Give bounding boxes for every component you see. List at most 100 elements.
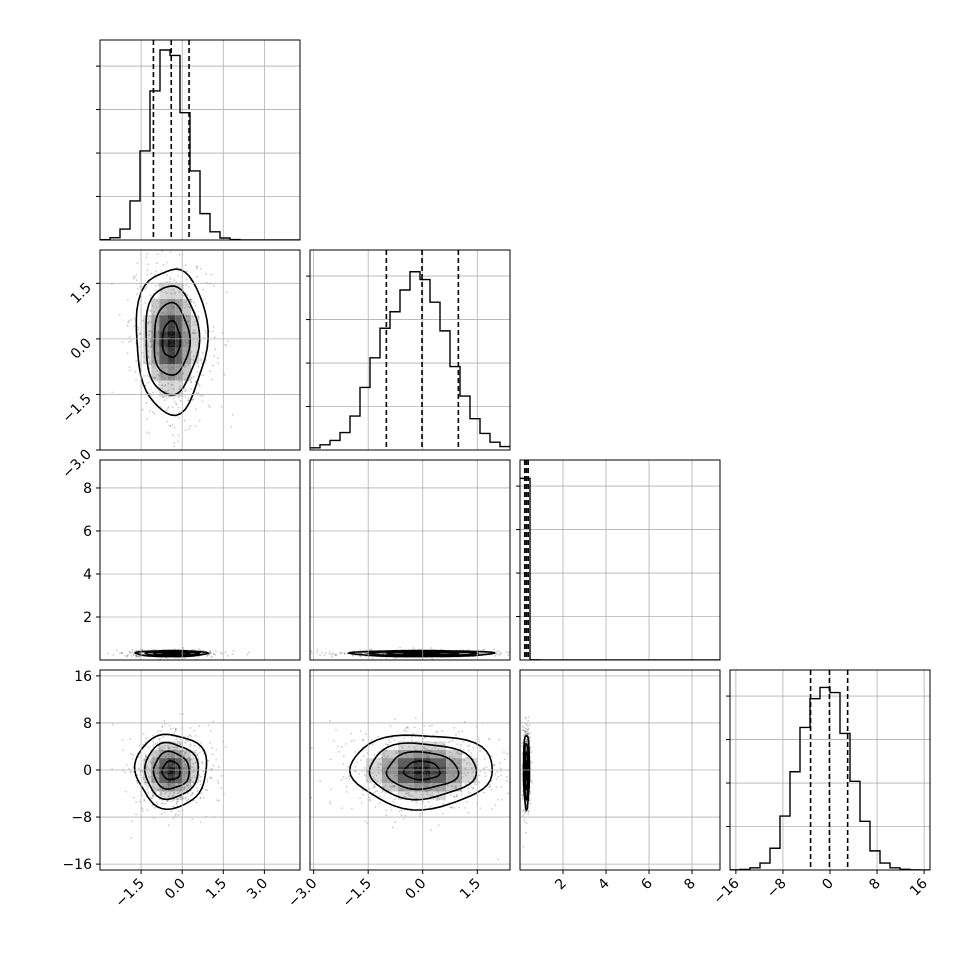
sample-point	[190, 300, 193, 303]
sample-point	[193, 321, 195, 323]
x-tick-label: 8	[866, 876, 884, 894]
sample-point	[167, 770, 170, 773]
sample-point	[401, 762, 404, 765]
sample-point	[127, 321, 130, 324]
sample-point	[167, 361, 170, 364]
sample-point	[198, 746, 201, 749]
density-cell	[381, 749, 398, 759]
sample-point	[167, 358, 170, 361]
sample-point	[433, 766, 436, 769]
sample-point	[176, 274, 179, 277]
sample-point	[145, 766, 148, 769]
sample-point	[405, 782, 408, 785]
sample-point	[187, 285, 190, 288]
sample-point	[154, 787, 157, 790]
sample-point	[409, 765, 412, 768]
contour-line	[368, 742, 478, 801]
sample-point	[406, 756, 409, 758]
sample-point	[336, 745, 339, 748]
sample-point	[354, 765, 357, 768]
sample-point	[178, 752, 181, 754]
sample-point	[167, 746, 170, 749]
sample-point	[171, 339, 174, 342]
sample-point	[329, 800, 331, 803]
sample-point	[339, 652, 342, 655]
sample-point	[175, 774, 178, 777]
sample-point	[413, 797, 416, 800]
sample-point	[168, 724, 171, 727]
sample-point	[485, 766, 488, 769]
sample-point	[184, 339, 186, 341]
sample-point	[457, 806, 460, 809]
sample-point	[163, 770, 166, 773]
sample-point	[155, 751, 157, 754]
density-cell	[159, 380, 168, 397]
sample-point	[170, 366, 173, 368]
sample-point	[199, 775, 202, 778]
sample-point	[172, 766, 175, 769]
sample-point	[424, 736, 426, 739]
sample-point	[189, 743, 192, 746]
sample-point	[158, 745, 160, 748]
sample-point	[192, 375, 195, 378]
sample-point	[460, 790, 462, 793]
sample-point	[384, 779, 387, 782]
sample-point	[169, 323, 172, 326]
sample-point	[398, 750, 401, 753]
sample-point	[171, 765, 174, 768]
sample-point	[138, 655, 141, 658]
sample-point	[189, 298, 192, 301]
sample-point	[419, 764, 422, 767]
sample-point	[185, 364, 188, 367]
sample-point	[149, 346, 152, 349]
sample-point	[490, 780, 493, 783]
sample-point	[524, 733, 527, 736]
sample-point	[166, 768, 169, 771]
sample-point	[164, 317, 167, 320]
sample-point	[164, 755, 167, 758]
density-cell	[167, 331, 176, 348]
sample-point	[186, 772, 188, 775]
sample-point	[177, 357, 180, 360]
sample-point	[176, 266, 179, 269]
sample-point	[211, 777, 213, 780]
sample-point	[467, 649, 470, 651]
sample-point	[118, 313, 121, 316]
sample-point	[111, 391, 114, 394]
sample-point	[147, 322, 150, 325]
sample-point	[412, 770, 415, 773]
sample-point	[345, 742, 347, 745]
sample-point	[106, 652, 109, 655]
sample-point	[153, 795, 155, 798]
sample-point	[157, 330, 160, 333]
sample-point	[527, 810, 530, 812]
sample-point	[197, 655, 200, 658]
sample-point	[220, 652, 223, 655]
sample-point	[153, 376, 156, 379]
sample-point	[456, 794, 459, 797]
sample-point	[161, 725, 164, 728]
sample-point	[524, 731, 527, 734]
sample-point	[197, 383, 200, 386]
sample-point	[146, 418, 148, 420]
sample-point	[425, 781, 428, 784]
sample-point	[161, 759, 164, 762]
sample-point	[166, 318, 169, 321]
sample-point	[373, 785, 376, 788]
sample-point	[497, 775, 500, 778]
sample-point	[191, 791, 194, 794]
sample-point	[427, 780, 430, 783]
sample-point	[373, 785, 376, 788]
sample-point	[177, 792, 180, 795]
sample-point	[176, 331, 179, 334]
sample-point	[194, 649, 197, 651]
sample-point	[193, 331, 196, 334]
sample-point	[429, 788, 432, 791]
sample-point	[165, 335, 168, 337]
sample-point	[152, 761, 154, 764]
sample-point	[182, 284, 185, 287]
sample-point	[179, 750, 182, 752]
sample-point	[467, 749, 470, 752]
sample-point	[413, 773, 416, 776]
sample-point	[163, 747, 166, 750]
